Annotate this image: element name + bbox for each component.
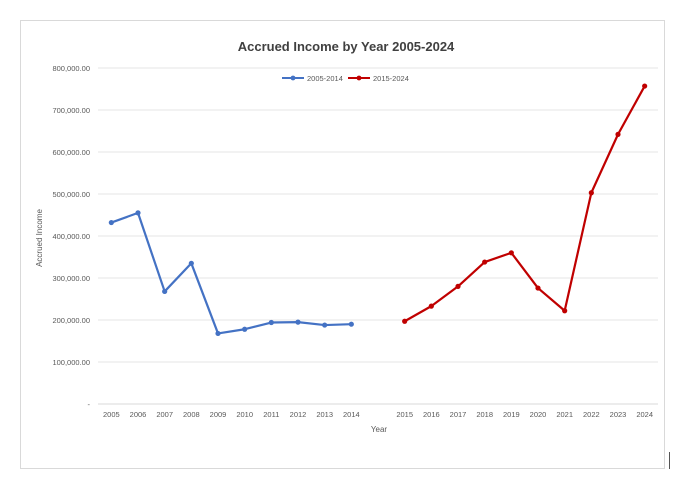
- x-tick-label: 2011: [263, 410, 279, 419]
- y-tick-label: 200,000.00: [52, 316, 90, 325]
- legend-item: 2015-2024: [348, 74, 409, 83]
- x-tick-label: 2023: [610, 410, 627, 419]
- y-tick-label: 500,000.00: [52, 190, 90, 199]
- y-tick-label: 100,000.00: [52, 358, 90, 367]
- x-axis-title: Year: [371, 425, 388, 434]
- data-point: [402, 318, 408, 324]
- y-axis-ticks: - 100,000.00 200,000.00 300,000.00 400,000.0…: [52, 64, 90, 409]
- x-tick-label: 2019: [503, 410, 520, 419]
- data-point: [482, 259, 488, 265]
- data-point: [588, 190, 594, 196]
- data-point: [242, 326, 248, 332]
- data-point: [455, 283, 461, 289]
- chart-title: Accrued Income by Year 2005-2024: [238, 39, 455, 54]
- series-layer: [108, 83, 648, 337]
- series-1: [108, 210, 354, 337]
- y-tick-label: 800,000.00: [52, 64, 90, 73]
- chart-frame: [20, 20, 665, 469]
- data-point: [135, 210, 141, 216]
- x-tick-label: 2016: [423, 410, 440, 419]
- series-line: [110, 211, 352, 335]
- x-tick-label: 2020: [530, 410, 547, 419]
- x-tick-label: 2005: [103, 410, 120, 419]
- x-axis-ticks: 2005 2006 2007 2008 2009 2010 2011 2012 2013 2014…: [103, 410, 653, 419]
- x-tick-label: 2024: [636, 410, 653, 419]
- x-tick-label: 2007: [156, 410, 173, 419]
- y-tick-label: 300,000.00: [52, 274, 90, 283]
- data-point: [295, 319, 301, 325]
- y-tick-label: 700,000.00: [52, 106, 90, 115]
- data-point: [348, 321, 354, 327]
- x-tick-label: 2009: [210, 410, 227, 419]
- x-tick-label: 2015: [396, 410, 413, 419]
- data-point: [428, 303, 434, 309]
- series-line: [404, 85, 646, 323]
- data-point: [508, 250, 514, 256]
- x-tick-label: 2017: [450, 410, 467, 419]
- x-tick-label: 2013: [316, 410, 333, 419]
- data-point: [188, 260, 194, 266]
- y-tick-label: 400,000.00: [52, 232, 90, 241]
- x-tick-label: 2014: [343, 410, 360, 419]
- gridlines: [98, 67, 658, 363]
- data-point: [108, 219, 114, 226]
- data-point: [215, 330, 221, 337]
- data-point: [535, 285, 541, 291]
- data-point: [615, 131, 621, 137]
- legend-marker: [290, 75, 296, 81]
- legend-marker: [356, 75, 362, 81]
- legend-label: 2015-2024: [373, 74, 409, 83]
- y-axis-title: Accrued Income: [35, 209, 44, 267]
- data-point: [322, 322, 328, 328]
- y-tick-label: -: [88, 400, 91, 409]
- legend-label: 2005-2014: [307, 74, 343, 83]
- x-tick-label: 2018: [476, 410, 493, 419]
- divider-mark: [669, 452, 670, 469]
- y-tick-label: 600,000.00: [52, 148, 90, 157]
- x-tick-label: 2022: [583, 410, 600, 419]
- data-point: [562, 308, 568, 314]
- data-point: [642, 83, 648, 89]
- x-tick-label: 2006: [130, 410, 147, 419]
- legend: 2005-2014 2015-2024: [282, 74, 409, 83]
- x-tick-label: 2008: [183, 410, 200, 419]
- data-point: [162, 288, 168, 295]
- x-tick-label: 2021: [556, 410, 573, 419]
- legend-item: 2005-2014: [282, 74, 343, 83]
- data-point: [268, 319, 274, 326]
- series-2: [402, 83, 648, 324]
- x-tick-label: 2010: [236, 410, 253, 419]
- x-tick-label: 2012: [290, 410, 307, 419]
